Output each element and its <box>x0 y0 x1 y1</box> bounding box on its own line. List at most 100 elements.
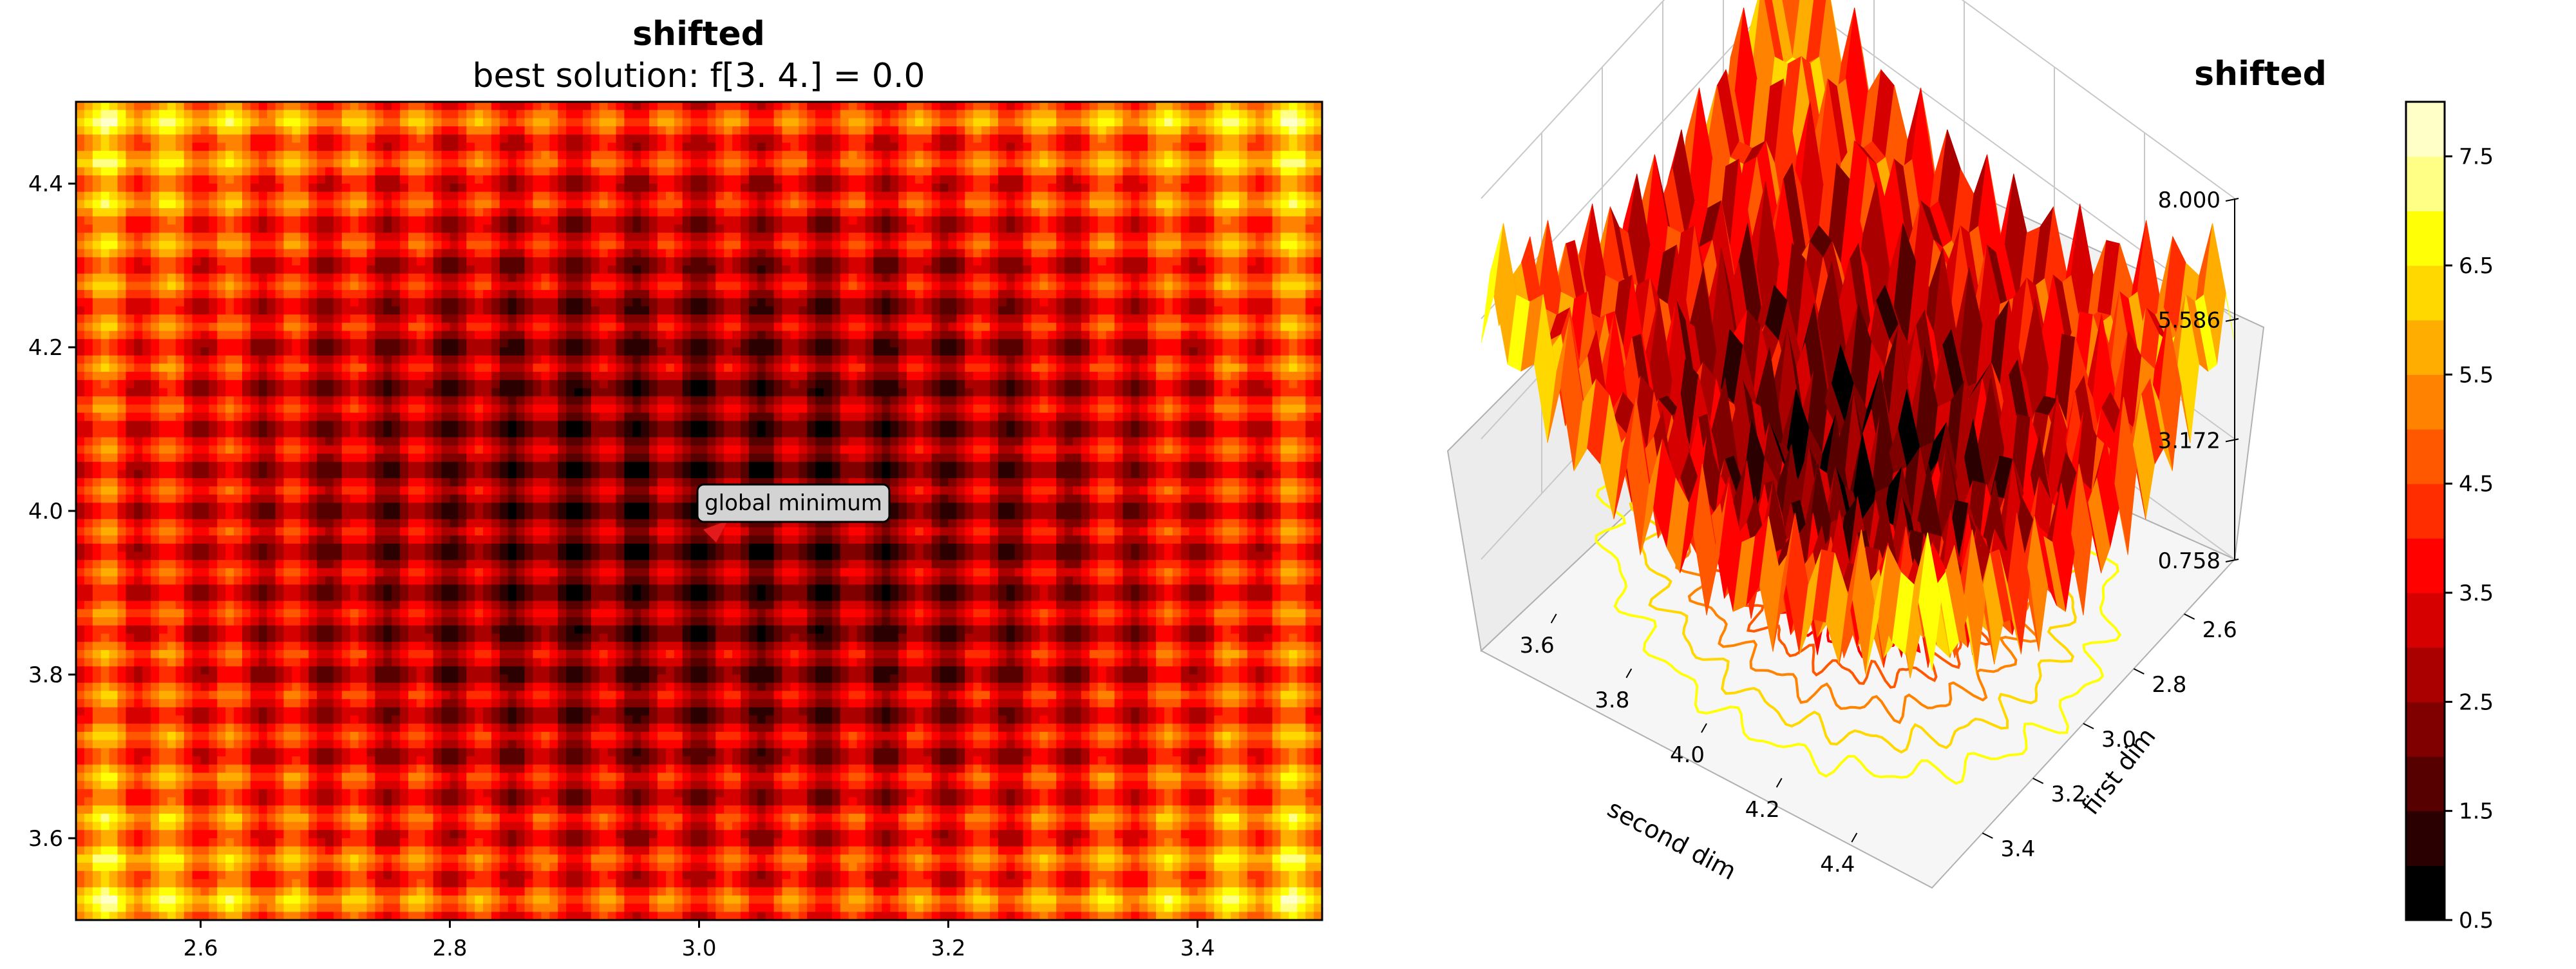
contour-cell <box>358 404 368 414</box>
contour-cell <box>234 830 243 839</box>
contour-cell <box>375 560 384 569</box>
contour-cell <box>76 887 85 896</box>
contour-cell <box>317 306 326 315</box>
contour-cell <box>200 396 209 405</box>
contour-cell <box>317 142 326 151</box>
contour-cell <box>242 404 251 414</box>
contour-cell <box>358 724 368 733</box>
contour-cell <box>350 298 359 307</box>
contour-cell <box>458 797 467 806</box>
contour-cell <box>466 625 475 635</box>
contour-cell <box>392 167 401 176</box>
contour-cell <box>142 306 151 315</box>
contour-cell <box>242 772 251 782</box>
contour-cell <box>458 257 467 266</box>
contour-cell <box>175 593 185 602</box>
contour-cell <box>400 134 409 144</box>
contour-cell <box>408 642 417 651</box>
contour-cell <box>483 797 492 806</box>
contour-cell <box>275 503 285 512</box>
contour-cell <box>117 584 126 593</box>
contour-cell <box>242 347 251 356</box>
contour-cell <box>92 797 102 806</box>
contour-cell <box>258 584 268 593</box>
contour-cell <box>134 658 143 667</box>
contour-cell <box>267 240 276 250</box>
contour-cell <box>267 208 276 217</box>
contour-cell <box>308 543 317 553</box>
contour-cell <box>184 388 193 397</box>
contour-cell <box>408 527 417 536</box>
contour-cell <box>184 560 193 569</box>
contour-cell <box>225 167 234 176</box>
contour-cell <box>408 617 417 626</box>
contour-cell <box>317 322 326 332</box>
contour-cell <box>325 421 334 430</box>
contour-cell <box>217 666 226 675</box>
contour-cell <box>408 797 417 806</box>
contour-cell <box>267 396 276 405</box>
contour-cell <box>317 748 326 757</box>
contour-cell <box>450 273 459 282</box>
contour-cell <box>333 724 343 733</box>
contour-cell <box>217 339 226 348</box>
contour-cell <box>225 118 234 127</box>
contour-cell <box>424 666 434 675</box>
contour-cell <box>341 797 351 806</box>
contour-cell <box>192 347 202 356</box>
contour-cell <box>217 118 226 127</box>
contour-cell <box>267 675 276 684</box>
contour-cell <box>483 470 492 479</box>
contour-cell <box>400 658 409 667</box>
contour-cell <box>416 772 426 782</box>
contour-cell <box>366 576 375 585</box>
contour-cell <box>109 764 118 773</box>
contour-cell <box>424 273 434 282</box>
contour-cell <box>117 903 126 912</box>
contour-cell <box>283 789 292 798</box>
contour-cell <box>308 175 317 184</box>
contour-cell <box>483 339 492 348</box>
contour-cell <box>317 273 326 282</box>
contour-cell <box>383 764 392 773</box>
contour-cell <box>458 724 467 733</box>
contour-cell <box>441 224 451 233</box>
contour-cell <box>242 560 251 569</box>
contour-cell <box>192 830 202 839</box>
contour-cell <box>234 707 243 716</box>
contour-cell <box>267 511 276 520</box>
contour-cell <box>300 486 309 495</box>
contour-cell <box>225 535 234 544</box>
contour-cell <box>292 691 301 700</box>
contour-cell <box>416 421 426 430</box>
contour-cell <box>134 642 143 651</box>
contour-cell <box>317 158 326 168</box>
contour-cell <box>134 879 143 888</box>
contour-cell <box>100 379 110 389</box>
contour-cell <box>283 772 292 782</box>
contour-cell <box>392 584 401 593</box>
contour-cell <box>308 519 317 528</box>
contour-cell <box>225 282 234 291</box>
contour-cell <box>317 731 326 741</box>
contour-cell <box>76 282 85 291</box>
contour-cell <box>483 208 492 217</box>
contour-cell <box>441 895 451 905</box>
contour-cell <box>366 445 375 454</box>
contour-cell <box>209 494 218 503</box>
contour-cell <box>392 306 401 315</box>
contour-cell <box>84 797 93 806</box>
contour-cell <box>450 731 459 741</box>
contour-cell <box>458 756 467 765</box>
contour-cell <box>308 347 317 356</box>
contour-cell <box>200 813 209 823</box>
contour-cell <box>184 257 193 266</box>
contour-cell <box>392 494 401 503</box>
contour-cell <box>416 454 426 463</box>
contour-cell <box>242 282 251 291</box>
contour-cell <box>258 314 268 323</box>
contour-cell <box>433 863 442 872</box>
contour-cell <box>300 895 309 905</box>
contour-cell <box>400 273 409 282</box>
contour-cell <box>475 429 484 438</box>
